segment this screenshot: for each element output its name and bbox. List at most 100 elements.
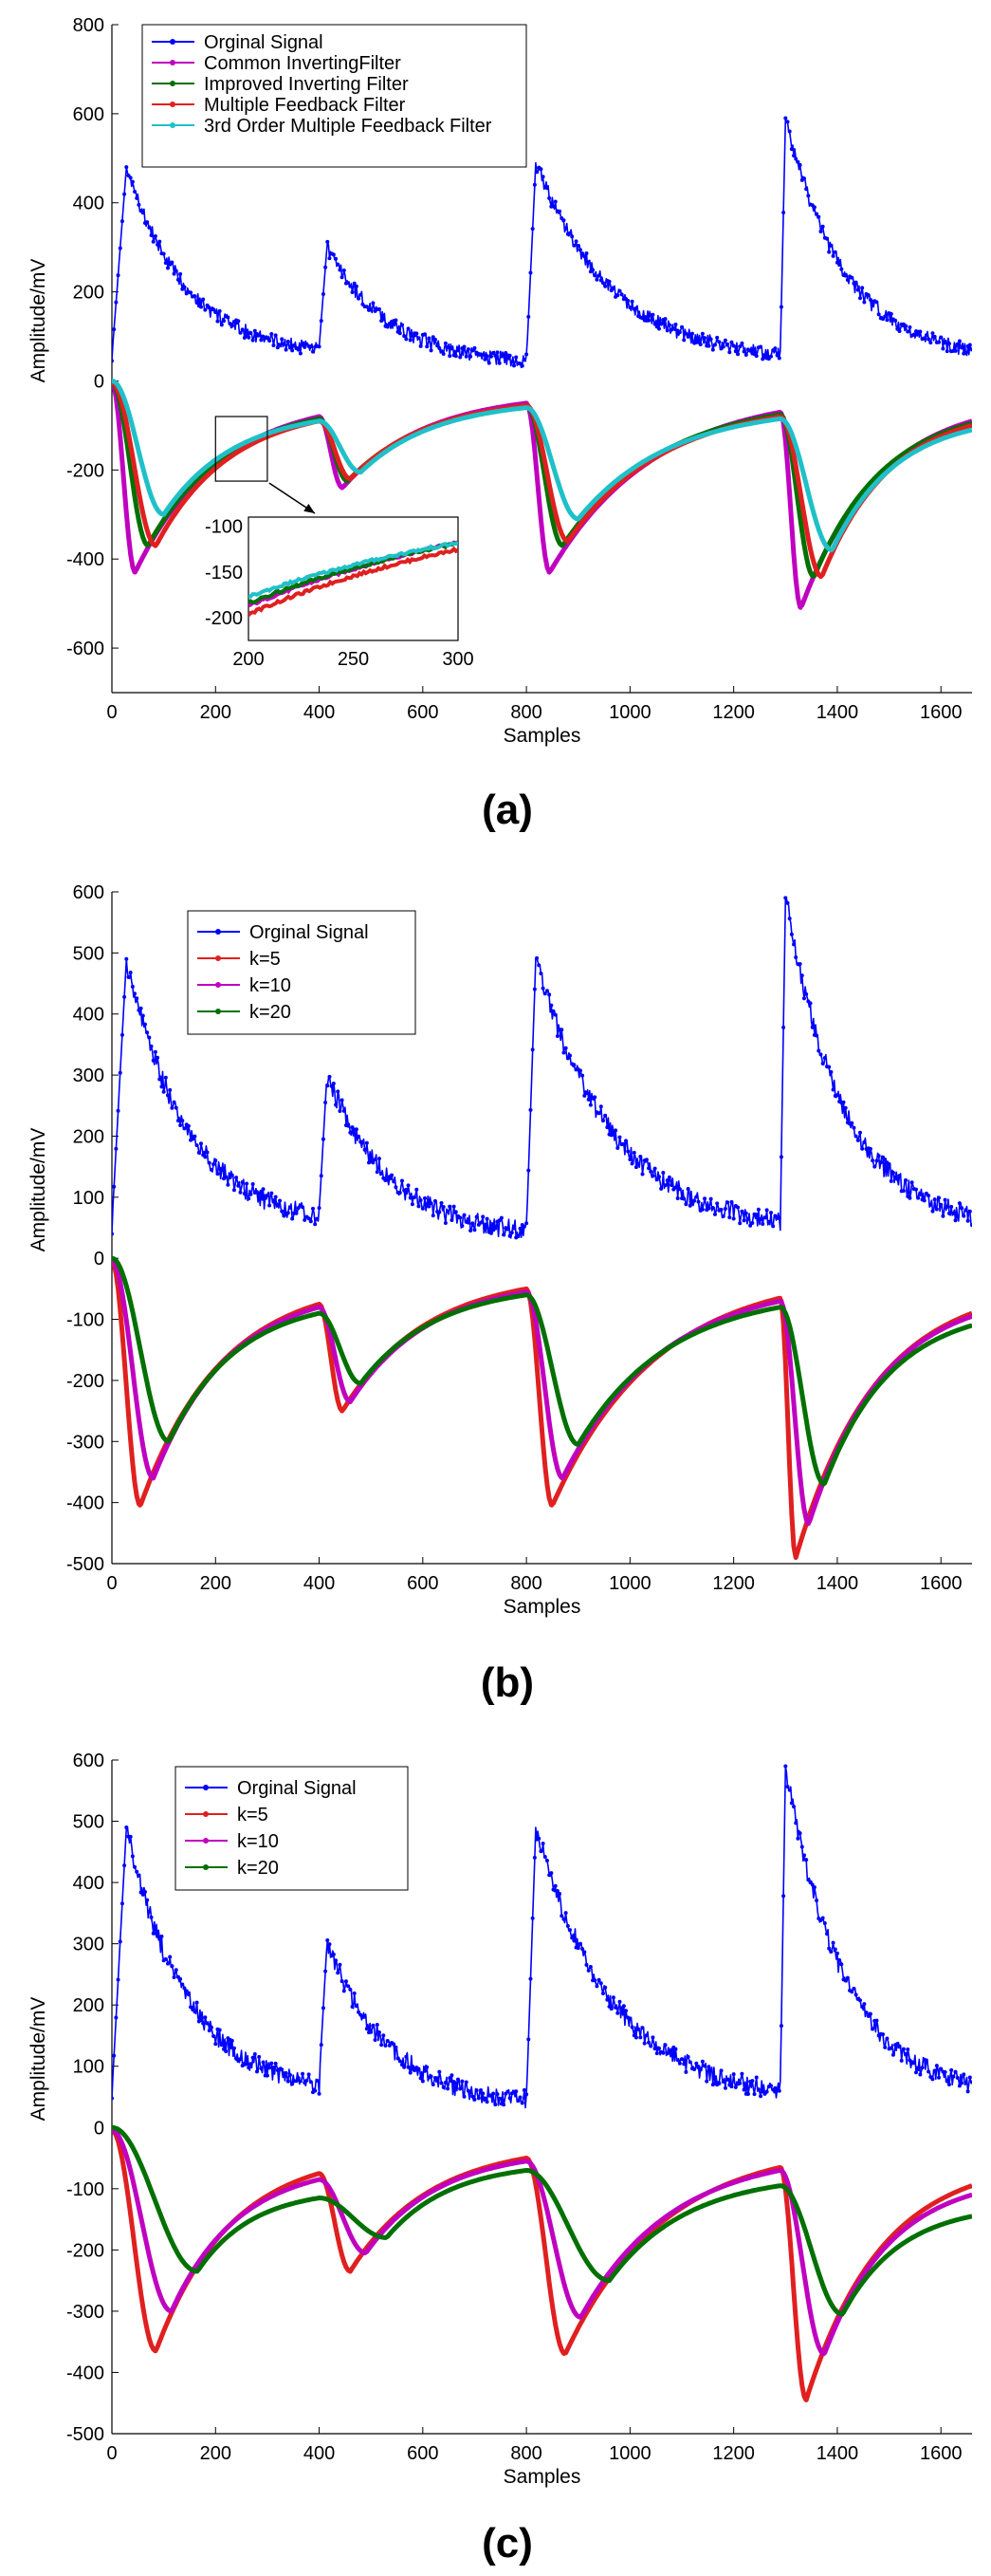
y-tick-label: 200 (73, 283, 104, 304)
chart-panel-c: 0 200 400 600 800 1000 1200 1400 1600-500-400-30… (28, 1751, 972, 2567)
x-axis-label: Samples (504, 1596, 581, 1618)
y-tick-label: -300 (66, 2302, 104, 2323)
y-axis-label: Amplitude/mV (28, 259, 49, 383)
legend-label-2: k=10 (237, 1831, 279, 1852)
y-axis-label: Amplitude/mV (28, 1997, 49, 2122)
y-tick-label: 400 (73, 1873, 104, 1894)
panel-caption: (c) (482, 2520, 533, 2567)
y-tick-label: -300 (66, 1432, 104, 1453)
y-tick-label: 800 (73, 15, 104, 36)
legend-label-3: k=20 (237, 1858, 279, 1879)
inset-x-tick-label: 250 (338, 649, 369, 670)
x-tick-label: 1600 (920, 2443, 963, 2464)
legend-label-0: Orginal Signal (237, 1778, 357, 1799)
x-tick-label: 400 (303, 1573, 335, 1594)
zoom-source-box (214, 416, 268, 482)
series-markers-0 (112, 896, 972, 1240)
plot-area (112, 896, 972, 1561)
x-tick-label: 1600 (920, 1573, 963, 1594)
legend-label-3: k=20 (249, 1002, 291, 1023)
x-tick-label: 1000 (609, 1573, 651, 1594)
x-tick-label: 1000 (609, 2443, 651, 2464)
y-tick-label: -400 (66, 2363, 104, 2383)
x-tick-label: 1400 (817, 1573, 859, 1594)
y-tick-label: -200 (66, 1371, 104, 1392)
series-markers-3 (112, 1255, 826, 1487)
legend-label-1: k=5 (249, 949, 281, 970)
legend: Orginal Signal k=5 k=10 k=20 (174, 1766, 409, 1891)
legend-marker-1 (170, 60, 175, 65)
legend-marker-2 (215, 982, 221, 988)
legend-marker-1 (215, 955, 221, 961)
series-markers-4 (112, 379, 835, 552)
inset-x-tick-label: 200 (232, 649, 264, 670)
x-tick-label: 600 (407, 1573, 438, 1594)
legend-label-0: Orginal Signal (204, 32, 323, 53)
x-tick-label: 200 (200, 1573, 231, 1594)
x-tick-label: 400 (303, 2443, 335, 2464)
y-axis-label: Amplitude/mV (28, 1128, 49, 1252)
chart-panel-a: 0 200 400 600 800 1000 1200 1400 1600 -600 -400 -20… (28, 15, 972, 833)
y-tick-label: -400 (66, 1493, 104, 1514)
legend-label-4: 3rd Order Multiple Feedback Filter (204, 116, 492, 137)
legend-label-3: Multiple Feedback Filter (204, 95, 406, 116)
y-tick-label: -400 (66, 549, 104, 570)
x-tick-label: 1200 (712, 1573, 755, 1594)
y-tick-label: 600 (73, 1751, 104, 1771)
series-markers-1 (112, 1259, 798, 1560)
x-tick-label: 200 (200, 2443, 231, 2464)
x-tick-label: 1600 (920, 702, 963, 723)
x-axis-label: Samples (504, 2466, 581, 2488)
x-tick-label: 800 (510, 1573, 541, 1594)
y-tick-label: -100 (66, 1310, 104, 1331)
x-tick-label: 1000 (609, 702, 651, 723)
y-tick-label: 600 (73, 104, 104, 125)
legend-marker-4 (170, 122, 175, 128)
x-tick-label: 600 (407, 2443, 438, 2464)
series-markers-1 (112, 2128, 808, 2401)
x-tick-label: 0 (106, 1573, 117, 1594)
inset-frame (248, 516, 459, 641)
y-tick-label: 0 (94, 2118, 104, 2139)
legend: Orginal Signal k=5 k=10 k=20 (187, 910, 416, 1035)
inset-y-tick-label: -200 (205, 608, 243, 629)
panel-caption: (b) (481, 1659, 534, 1706)
legend-marker-3 (203, 1864, 209, 1870)
legend-marker-0 (170, 39, 175, 45)
legend-label-2: Improved Inverting Filter (204, 74, 409, 95)
y-tick-label: -600 (66, 639, 104, 659)
x-tick-label: 800 (510, 702, 541, 723)
legend-marker-0 (203, 1785, 209, 1790)
series-markers-3 (112, 380, 823, 579)
zoom-arrow-head (303, 503, 315, 513)
y-tick-label: -500 (66, 1554, 104, 1575)
series-line-3 (112, 380, 972, 580)
legend-marker-3 (170, 102, 175, 107)
y-tick-label: 0 (94, 1249, 104, 1269)
x-tick-label: 800 (510, 2443, 541, 2464)
series-markers-0 (112, 116, 972, 368)
y-tick-label: 600 (73, 882, 104, 903)
y-tick-label: 300 (73, 1066, 104, 1086)
y-tick-label: 500 (73, 943, 104, 964)
inset-zoom: 200 250 300 -100 -150 -200 (205, 416, 474, 670)
y-tick-label: -200 (66, 2240, 104, 2261)
inset-series-line-3 (248, 546, 458, 617)
plot-area (112, 1764, 972, 2402)
inset-plot (248, 540, 458, 617)
inset-y-tick-label: -150 (205, 563, 243, 584)
y-tick-label: -100 (66, 2179, 104, 2200)
series-line-2 (112, 1259, 972, 1527)
legend-marker-0 (215, 929, 221, 935)
y-tick-label: 0 (94, 371, 104, 392)
legend-marker-1 (203, 1811, 209, 1817)
legend-label-1: Common InvertingFilter (204, 53, 401, 74)
y-tick-label: -200 (66, 460, 104, 481)
y-tick-label: 500 (73, 1812, 104, 1833)
x-tick-label: 400 (303, 702, 335, 723)
inset-x-tick-label: 300 (442, 649, 473, 670)
y-tick-label: 400 (73, 1005, 104, 1026)
legend-box (141, 24, 527, 168)
